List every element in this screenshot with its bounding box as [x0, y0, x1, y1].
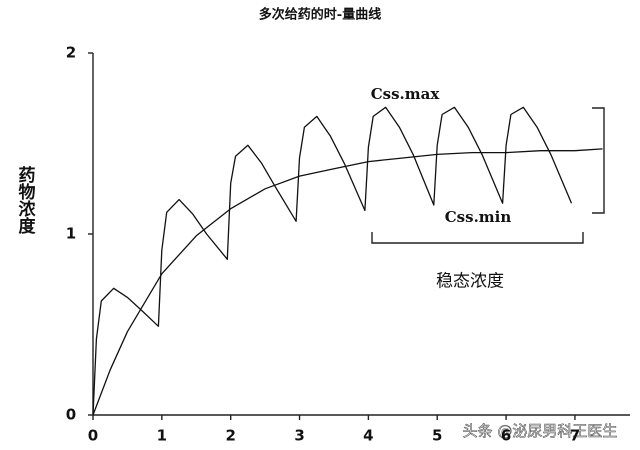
line-series: [92, 148, 603, 416]
x-tick-label: 4: [363, 427, 373, 445]
chart-title: 多次给药的时-量曲线: [259, 7, 381, 23]
css-max-label: Css.max: [371, 85, 441, 103]
watermark: 头条 @泌尿男科王医生: [463, 422, 618, 440]
y-tick-label: 2: [66, 44, 76, 62]
x-tick-label: 2: [225, 427, 235, 445]
x-tick-label: 0: [88, 427, 98, 445]
steady-range-bracket: [371, 232, 584, 244]
steady-label: 稳态浓度: [436, 272, 504, 292]
css-min-label: Css.min: [445, 208, 512, 226]
steady-bracket: [592, 107, 605, 214]
x-tick-label: 3: [294, 427, 304, 445]
line-series: [92, 106, 573, 416]
y-tick-label: 1: [66, 225, 76, 243]
y-tick-label: 0: [66, 406, 76, 424]
x-tick-label: 5: [432, 427, 442, 445]
y-axis-label: 药物浓度: [15, 165, 36, 235]
x-tick-label: 1: [157, 427, 167, 445]
x-tick-label: 6: [501, 427, 511, 445]
x-tick-label: 7: [570, 427, 580, 445]
